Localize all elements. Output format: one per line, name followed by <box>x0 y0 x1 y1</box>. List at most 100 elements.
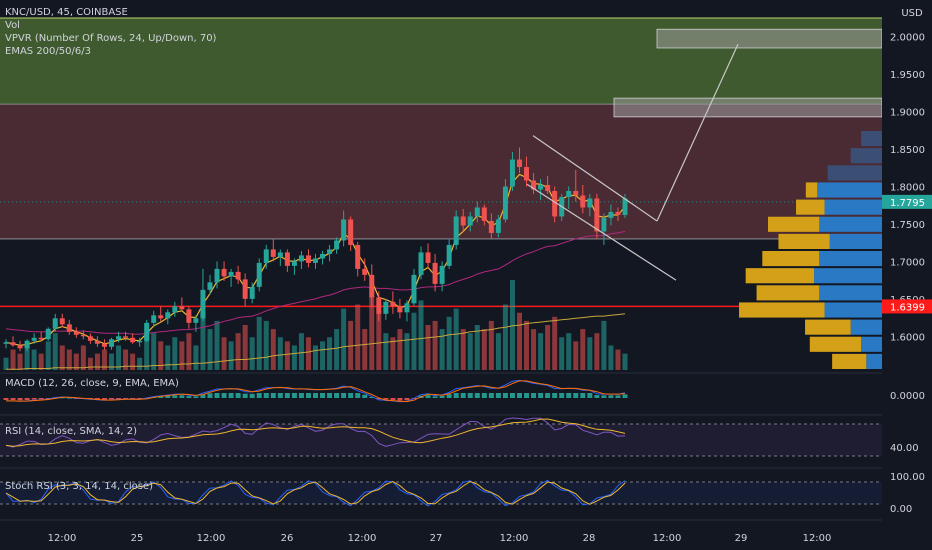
price-tick: 1.6000 <box>890 332 925 343</box>
volume-bar <box>298 333 304 370</box>
volume-bar <box>601 320 607 370</box>
time-tick: 12:00 <box>500 533 529 544</box>
vpvr-down-bar <box>824 199 882 215</box>
projection-line <box>656 43 739 222</box>
volume-bar <box>334 329 340 370</box>
volume-bar <box>228 341 234 370</box>
rsi-label[interactable]: RSI (14, close, SMA, 14, 2) <box>5 426 138 437</box>
stoch-rsi-label[interactable]: Stoch RSI (3, 3, 14, 14, close) <box>5 481 153 492</box>
emas-indicator-label[interactable]: EMAS 200/50/6/3 <box>5 46 91 57</box>
vpvr-down-bar <box>824 302 882 318</box>
macd-histogram-bar <box>235 393 241 398</box>
candle-body <box>284 252 290 266</box>
macd-histogram-bar <box>284 393 290 398</box>
volume-bar <box>305 337 311 370</box>
vpvr-down-bar <box>827 165 882 181</box>
currency-label: USD <box>901 8 923 19</box>
price-tick: 2.0000 <box>890 33 925 44</box>
volume-bar <box>622 353 628 370</box>
time-tick: 12:00 <box>348 533 377 544</box>
price-tick: 1.9500 <box>890 70 925 81</box>
indicator-tick: 100.00 <box>890 472 925 483</box>
candle-body <box>151 315 157 323</box>
candle-body <box>481 207 487 221</box>
volume-bar <box>608 345 614 370</box>
macd-histogram-bar <box>165 396 171 398</box>
candle-body <box>376 297 382 314</box>
symbol-title[interactable]: KNC/USD, 45, COINBASE <box>5 7 128 18</box>
macd-histogram-bar <box>545 393 551 398</box>
macd-histogram-bar <box>397 398 403 401</box>
time-tick: 29 <box>735 533 748 544</box>
macd-histogram-bar <box>256 393 262 398</box>
candle-body <box>109 339 115 347</box>
vpvr-up-bar <box>739 302 825 318</box>
volume-indicator-label[interactable]: Vol <box>5 20 20 31</box>
macd-histogram-bar <box>59 397 65 399</box>
candle-body <box>249 286 255 299</box>
volume-bar <box>516 312 522 370</box>
volume-bar <box>256 316 262 370</box>
candle-body <box>87 336 93 341</box>
volume-bar <box>524 320 530 370</box>
macd-histogram-bar <box>559 393 565 398</box>
vpvr-indicator-label[interactable]: VPVR (Number Of Rows, 24, Up/Down, 70) <box>5 33 217 44</box>
macd-histogram-bar <box>432 396 438 398</box>
volume-bar <box>481 329 487 370</box>
candle-body <box>320 253 326 259</box>
macd-histogram-bar <box>94 398 100 400</box>
volume-bar <box>552 316 558 370</box>
vpvr-up-bar <box>832 353 867 369</box>
candle-body <box>446 244 452 266</box>
support-price-badge <box>882 299 932 314</box>
volume-bar <box>116 345 122 370</box>
candle-body <box>291 261 297 266</box>
candle-body <box>601 217 607 232</box>
volume-bar <box>263 320 269 370</box>
volume-bar <box>573 341 579 370</box>
volume-bar <box>390 337 396 370</box>
candle-body <box>608 211 614 218</box>
candle-body <box>38 337 44 340</box>
volume-bar <box>341 308 347 370</box>
candle-body <box>439 265 445 284</box>
candle-body <box>123 336 129 338</box>
volume-bar <box>52 333 58 370</box>
candle-body <box>144 322 150 341</box>
macd-histogram-bar <box>10 398 16 401</box>
macd-histogram-bar <box>453 393 459 398</box>
vpvr-up-bar <box>762 251 820 267</box>
time-axis[interactable]: 12:00 25 12:00 26 12:00 27 12:00 28 12:00 29 12:00 <box>48 533 832 544</box>
macd-histogram-bar <box>425 395 431 398</box>
volume-bar <box>200 312 206 370</box>
candle-body <box>17 345 23 349</box>
volume-bar <box>179 341 185 370</box>
macd-histogram-bar <box>587 393 593 398</box>
red-zone <box>0 104 882 239</box>
price-axis[interactable]: USD 2.0000 1.9500 1.9000 1.8500 1.8000 1.7500 1… <box>882 0 932 550</box>
volume-bar <box>242 325 248 370</box>
macd-histogram-bar <box>172 395 178 398</box>
candle-body <box>327 249 333 254</box>
volume-bar <box>73 353 79 370</box>
volume-bar <box>594 333 600 370</box>
ema-200-line <box>6 313 626 370</box>
price-tick: 1.8500 <box>890 145 925 156</box>
price-tick: 1.9000 <box>890 108 925 119</box>
macd-histogram-bar <box>355 393 361 398</box>
macd-histogram-bar <box>109 398 115 400</box>
volume-bar <box>587 337 593 370</box>
candle-body <box>101 343 107 347</box>
volume-bar <box>369 296 375 370</box>
time-tick: 28 <box>583 533 596 544</box>
volume-bar <box>545 325 551 370</box>
volume-bar <box>151 333 157 370</box>
candle-body <box>552 191 558 217</box>
stoch-k-line <box>5 479 626 507</box>
macd-label[interactable]: MACD (12, 26, close, 9, EMA, EMA) <box>5 378 179 389</box>
candle-body <box>298 255 304 262</box>
candle-body <box>305 255 311 263</box>
volume-bar <box>397 329 403 370</box>
volume-bar <box>355 304 361 370</box>
